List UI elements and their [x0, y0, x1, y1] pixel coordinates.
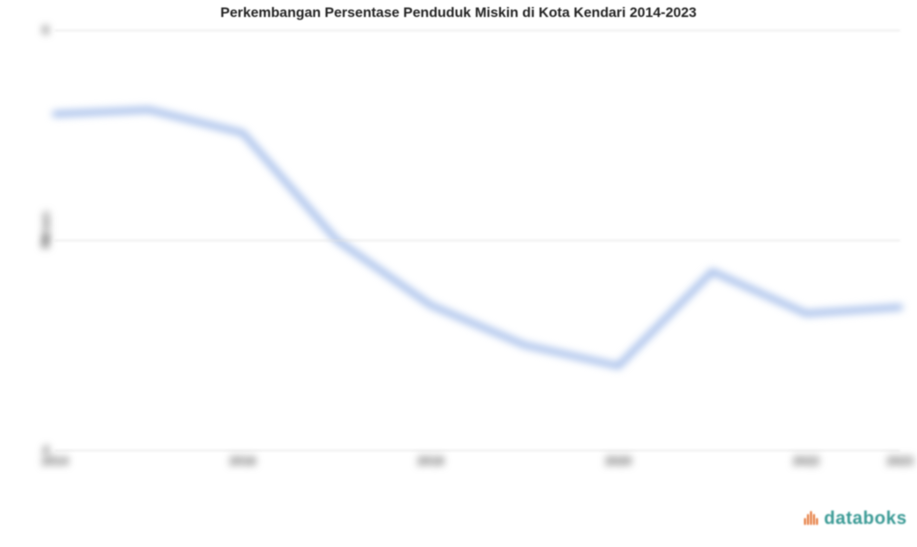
gridline — [55, 240, 900, 241]
databoks-watermark: databoks — [802, 508, 907, 529]
chart-title: Perkembangan Persentase Penduduk Miskin … — [0, 0, 917, 20]
x-tick-label: 2014 — [42, 454, 69, 468]
watermark-text: databoks — [824, 508, 907, 529]
x-tick-label: 2020 — [605, 454, 632, 468]
databoks-icon — [802, 510, 820, 528]
y-tick-label: 6 — [42, 23, 49, 37]
series-line — [55, 110, 900, 366]
x-tick-label: 2016 — [229, 454, 256, 468]
x-tick-label: 2023 — [887, 454, 914, 468]
x-tick-label: 2018 — [417, 454, 444, 468]
gridline — [55, 30, 900, 31]
y-tick-label: 5 — [42, 233, 49, 247]
x-tick-label: 2022 — [793, 454, 820, 468]
gridline — [55, 450, 900, 451]
chart-plot-area: 456201420162018202020222023 — [55, 30, 900, 450]
